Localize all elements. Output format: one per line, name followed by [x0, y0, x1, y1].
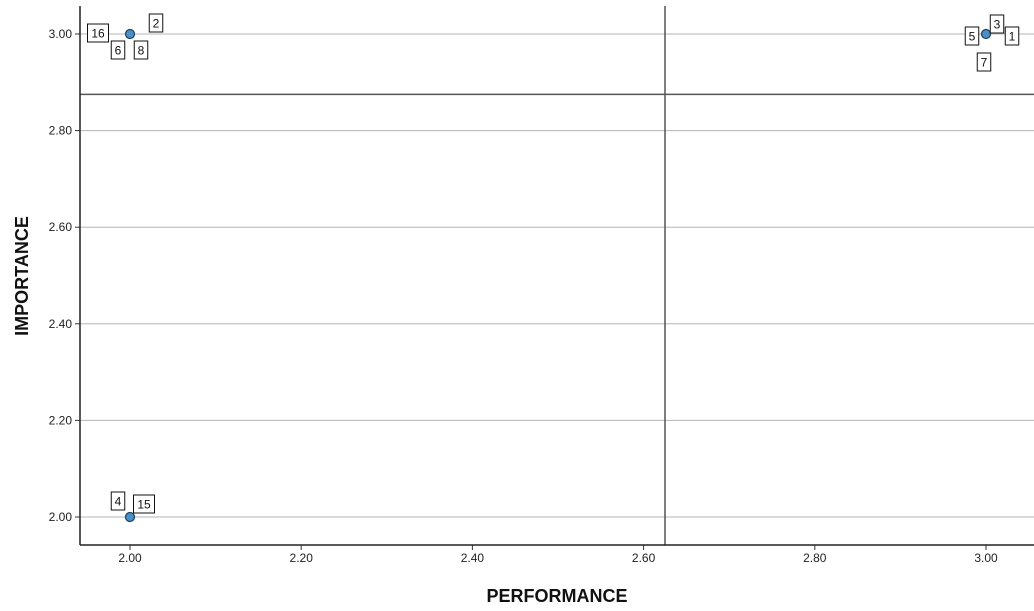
scatter-point [980, 28, 992, 40]
point-label: 2 [148, 13, 164, 33]
point-label-text: 6 [115, 44, 122, 58]
point-label: 4 [110, 491, 126, 511]
point-label-box [148, 13, 164, 33]
y-tick-label: 2.60 [49, 220, 73, 234]
x-tick-label: 2.60 [632, 551, 656, 565]
point-label-text: 5 [969, 30, 976, 44]
x-tick-label: 2.80 [803, 551, 827, 565]
y-tick-label: 3.00 [49, 27, 73, 41]
point-label-text: 1 [1009, 30, 1016, 44]
point-label-box [110, 491, 126, 511]
y-tick-label: 2.20 [49, 413, 73, 427]
point-label: 1 [1004, 26, 1020, 46]
y-tick-label: 2.40 [49, 317, 73, 331]
scatter-point [124, 511, 136, 523]
point-label-box [133, 40, 149, 60]
point-label-text: 16 [91, 27, 105, 41]
scatter-point [124, 28, 136, 40]
point-label-box [133, 494, 155, 514]
point-labels: 16 6 82 5 31 7 4 15 [87, 13, 1020, 514]
point-label-box [976, 52, 992, 72]
point-label-text: 2 [153, 17, 160, 31]
point-label-box [110, 40, 126, 60]
point-label-text: 3 [994, 18, 1001, 32]
point-label-text: 7 [981, 56, 988, 70]
data-points [124, 28, 992, 523]
point-label-box [964, 26, 980, 46]
point-label: 15 [133, 494, 155, 514]
point-label-text: 15 [137, 498, 151, 512]
x-tick-label: 2.00 [118, 551, 142, 565]
x-tick-label: 2.40 [461, 551, 485, 565]
point-label: 6 [110, 40, 126, 60]
x-tick-label: 2.20 [290, 551, 314, 565]
tick-labels: 2.00 2.20 2.40 2.60 2.80 3.00 2.00 2.20 2.40 2.60… [49, 27, 998, 565]
point-label-box [989, 14, 1005, 34]
point-label-box [87, 23, 109, 43]
x-tick-label: 3.00 [974, 551, 998, 565]
point-label-box [1004, 26, 1020, 46]
y-tick-label: 2.00 [49, 510, 73, 524]
point-label-text: 4 [115, 495, 122, 509]
axes [75, 6, 1034, 550]
reference-lines [80, 6, 1034, 545]
point-label: 7 [976, 52, 992, 72]
y-axis-title: IMPORTANCE [12, 216, 32, 336]
point-label: 8 [133, 40, 149, 60]
y-tick-label: 2.80 [49, 124, 73, 138]
point-label: 5 [964, 26, 980, 46]
x-axis-title: PERFORMANCE [486, 586, 627, 606]
gridlines [80, 33, 1034, 518]
point-label: 3 [989, 14, 1005, 34]
point-label-text: 8 [138, 44, 145, 58]
point-label: 16 [87, 23, 109, 43]
